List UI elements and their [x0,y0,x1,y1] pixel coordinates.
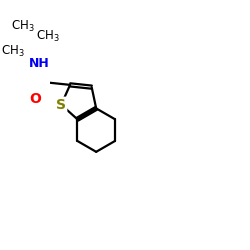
Text: CH$_3$: CH$_3$ [1,44,25,59]
Text: CH$_3$: CH$_3$ [36,28,59,44]
Text: S: S [56,98,66,112]
Text: CH$_3$: CH$_3$ [11,19,34,34]
Text: NH: NH [29,57,50,70]
Text: O: O [29,92,41,106]
